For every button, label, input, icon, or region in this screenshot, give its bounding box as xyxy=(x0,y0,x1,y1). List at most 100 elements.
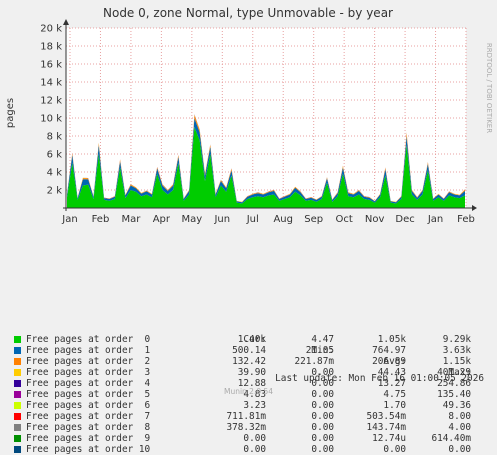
legend-min: 0.00 xyxy=(311,367,334,378)
legend-swatch xyxy=(14,347,21,354)
legend-max: 49.36 xyxy=(442,400,471,411)
legend-row: Free pages at order 6 3.23 0.00 1.70 49.36 xyxy=(14,400,484,411)
legend-min: 0.00 xyxy=(311,422,334,433)
legend-label: Free pages at order 4 xyxy=(26,378,151,389)
y-tick-label: 18 k xyxy=(40,42,62,53)
legend-min: 21.05 xyxy=(305,345,334,356)
legend-header-min: Min: xyxy=(311,345,334,356)
x-tick-label: Jun xyxy=(213,214,230,225)
legend-max: 614.40m xyxy=(431,433,471,444)
series-area xyxy=(67,127,465,208)
legend-max: 8.00 xyxy=(448,411,471,422)
legend-cur: 12.88 xyxy=(237,378,266,389)
legend-row: Free pages at order 4 12.88 0.00 13.27 254.8… xyxy=(14,378,484,389)
legend-swatch xyxy=(14,391,21,398)
legend-max: 254.86 xyxy=(437,378,471,389)
chart: Node 0, zone Normal, type Unmovable - by… xyxy=(5,6,493,225)
x-tick-label: Sep xyxy=(304,214,323,225)
legend-min: 0.00 xyxy=(311,444,334,455)
legend-label: Free pages at order 0 xyxy=(26,334,151,345)
legend-swatch xyxy=(14,369,21,376)
y-tick-labels: 2 k 4 k 6 k 8 k 10 k 12 k 14 k 16 k 18 k 20 k xyxy=(40,24,62,197)
y-tick-label: 12 k xyxy=(40,96,62,107)
y-axis-arrow xyxy=(63,19,69,25)
legend-swatch xyxy=(14,446,21,453)
x-tick-label: Jan xyxy=(61,214,77,225)
legend-label: Free pages at order 3 xyxy=(26,367,151,378)
chart-title: Node 0, zone Normal, type Unmovable - by… xyxy=(103,6,393,20)
legend-header-avg: Avg: xyxy=(383,356,406,367)
legend-label: Free pages at order 6 xyxy=(26,400,151,411)
side-watermark: RRDTOOL / TOBI OETIKER xyxy=(485,43,493,133)
x-tick-label: Apr xyxy=(153,214,171,225)
legend-min: 4.47 xyxy=(311,334,334,345)
x-tick-label: Feb xyxy=(92,214,110,225)
y-tick-label: 20 k xyxy=(40,24,62,35)
x-axis-arrow xyxy=(472,205,477,211)
x-tick-label: Jan xyxy=(427,214,443,225)
x-tick-label: Feb xyxy=(457,214,475,225)
legend-row: Free pages at order 5 4.83 0.00 4.75 135.40 xyxy=(14,389,484,400)
legend-avg: 44.43 xyxy=(377,367,406,378)
legend-label: Free pages at order 7 xyxy=(26,411,151,422)
legend-swatch xyxy=(14,435,21,442)
legend-avg: 764.97 xyxy=(372,345,406,356)
legend-max: 135.40 xyxy=(437,389,471,400)
y-tick-label: 6 k xyxy=(47,150,63,161)
legend-min: 0.00 xyxy=(311,400,334,411)
legend-max: 0.00 xyxy=(448,444,471,455)
legend-max: 1.15k xyxy=(442,356,471,367)
y-tick-label: 14 k xyxy=(40,78,62,89)
grid xyxy=(66,27,467,208)
x-tick-labels: Jan Feb Mar Apr May Jun Jul Aug Sep Oct Nov Dec Jan F… xyxy=(61,214,475,225)
x-tick-label: Mar xyxy=(121,214,141,225)
legend-label: Free pages at order 1 xyxy=(26,345,151,356)
legend-label: Free pages at order 8 xyxy=(26,422,151,433)
y-axis-label: pages xyxy=(5,98,16,128)
legend-avg: 206.89 xyxy=(372,356,406,367)
legend-avg: 1.05k xyxy=(377,334,406,345)
legend-min: 0.00 xyxy=(311,411,334,422)
legend-cur: 1.40k xyxy=(237,334,266,345)
legend-swatch xyxy=(14,336,21,343)
x-tick-label: Aug xyxy=(273,214,293,225)
x-tick-label: May xyxy=(182,214,203,225)
legend-swatch xyxy=(14,358,21,365)
legend-label: Free pages at order 9 xyxy=(26,433,151,444)
legend-label: Free pages at order 2 xyxy=(26,356,151,367)
legend-min: 0.00 xyxy=(311,378,334,389)
legend-row: Free pages at order 9 0.00 0.00 12.74u 614.4… xyxy=(14,433,484,444)
legend-header-cur: Cur: xyxy=(243,334,266,345)
legend-min: 0.00 xyxy=(311,389,334,400)
legend-header-max: Max: xyxy=(448,367,471,378)
x-tick-label: Dec xyxy=(395,214,414,225)
legend-swatch xyxy=(14,380,21,387)
legend-cur: 4.83 xyxy=(243,389,266,400)
legend-swatch xyxy=(14,424,21,431)
munin-version: Munin 2.0.54 xyxy=(223,387,274,396)
legend-min: 221.87m xyxy=(294,356,334,367)
legend-cur: 132.42 xyxy=(232,356,266,367)
series-areas xyxy=(67,114,465,208)
legend-row: Free pages at order 0 1.40k 4.47 1.05k 9.29k xyxy=(14,334,484,345)
legend-label: Free pages at order 5 xyxy=(26,389,151,400)
legend-avg: 13.27 xyxy=(377,378,406,389)
legend-cur: 500.14 xyxy=(232,345,266,356)
y-tick-label: 2 k xyxy=(47,186,63,197)
legend-swatch xyxy=(14,402,21,409)
legend-row: Free pages at order 1 500.14 21.05 764.97 3.… xyxy=(14,345,484,356)
y-tick-label: 10 k xyxy=(40,114,62,125)
legend-min: 0.00 xyxy=(311,433,334,444)
legend-max: 9.29k xyxy=(442,334,471,345)
legend-row: Free pages at order 10 0.00 0.00 0.00 0.00 xyxy=(14,444,484,455)
legend-header: Cur: Min: Avg: Max: xyxy=(14,323,484,378)
legend-max: 3.63k xyxy=(442,345,471,356)
legend-swatch xyxy=(14,413,21,420)
last-update: Last update: Mon Feb 16 01:00:05 2026 xyxy=(275,373,484,384)
legend-row: Free pages at order 8 378.32m 0.00 143.74m 4… xyxy=(14,422,484,433)
legend-label: Free pages at order 10 xyxy=(26,444,151,455)
legend-row: Free pages at order 7 711.81m 0.00 503.54m 8… xyxy=(14,411,484,422)
legend-avg: 4.75 xyxy=(383,389,406,400)
y-tick-label: 4 k xyxy=(47,168,63,179)
legend-max: 4.00 xyxy=(448,422,471,433)
